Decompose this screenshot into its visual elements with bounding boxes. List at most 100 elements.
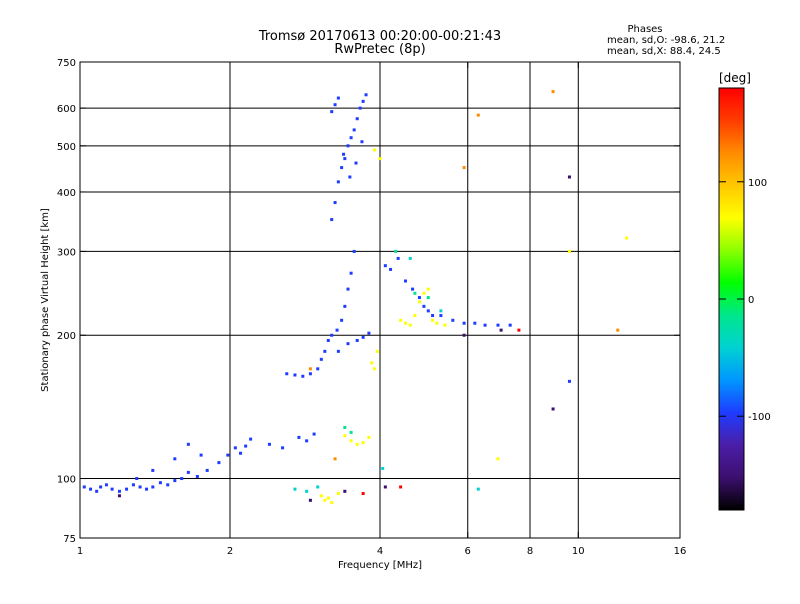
data-point	[166, 483, 170, 487]
data-point	[319, 357, 323, 361]
data-point	[451, 318, 455, 322]
data-point	[476, 113, 480, 117]
colorbar-ticks: 100 0 -100	[719, 178, 771, 423]
data-point	[367, 331, 371, 335]
data-point	[403, 279, 407, 283]
data-point	[233, 446, 237, 450]
data-point	[285, 372, 289, 376]
x-tick-label: 4	[377, 546, 383, 557]
data-point	[383, 485, 387, 489]
data-point	[335, 328, 339, 332]
y-tick-label: 400	[57, 188, 76, 199]
data-point	[308, 367, 312, 371]
data-point	[476, 487, 480, 491]
data-point	[336, 180, 340, 184]
colorbar-tick-label: 0	[748, 295, 754, 306]
y-tick-label: 100	[57, 475, 76, 486]
data-point	[323, 349, 327, 353]
data-point	[378, 157, 382, 161]
data-point	[205, 468, 209, 472]
data-point	[517, 328, 521, 332]
data-point	[226, 453, 230, 457]
data-point	[145, 487, 149, 491]
data-point	[439, 314, 443, 318]
data-point	[417, 300, 421, 304]
data-point	[355, 338, 359, 342]
data-point	[396, 256, 400, 260]
data-point	[343, 434, 347, 438]
phases-header: Phases	[627, 24, 662, 35]
data-point	[117, 489, 121, 493]
data-point	[361, 99, 365, 103]
data-point	[551, 407, 555, 411]
data-point	[352, 128, 356, 132]
colorbar-tick-label: 100	[748, 178, 767, 189]
data-point	[99, 485, 103, 489]
data-point	[499, 328, 503, 332]
y-tick-label: 600	[57, 104, 76, 115]
x-tick-label: 6	[465, 546, 471, 557]
data-point	[616, 328, 620, 332]
data-point	[462, 333, 466, 337]
data-point	[340, 166, 344, 170]
data-point	[567, 379, 571, 383]
data-point	[413, 314, 417, 318]
data-point	[426, 296, 430, 300]
data-point	[361, 441, 365, 445]
data-point	[151, 468, 155, 472]
data-point	[435, 321, 439, 325]
data-point	[567, 249, 571, 253]
data-point	[349, 439, 353, 443]
data-point	[349, 430, 353, 434]
data-point	[343, 304, 347, 308]
data-point	[373, 367, 377, 371]
data-point	[82, 485, 86, 489]
colorbar: [deg] 100 0 -100	[718, 71, 771, 511]
gridlines	[80, 62, 680, 538]
axis-ticks: 1 2 4 6 8 10 16 75 100 200 300 400 500 600 750	[57, 58, 686, 557]
data-point	[508, 323, 512, 327]
data-point	[131, 483, 135, 487]
data-point	[403, 321, 407, 325]
data-point	[462, 321, 466, 325]
data-point	[361, 335, 365, 339]
data-point	[330, 333, 334, 337]
data-point	[625, 236, 629, 240]
data-point	[297, 435, 301, 439]
data-point	[301, 374, 305, 378]
data-point	[316, 485, 320, 489]
data-point	[281, 446, 285, 450]
data-point	[348, 175, 352, 179]
chart-title: Tromsø 20170613 00:20:00-00:21:43	[258, 29, 501, 44]
x-axis-label: Frequency [MHz]	[338, 560, 422, 571]
data-point	[151, 485, 155, 489]
data-point	[308, 372, 312, 376]
data-point	[316, 367, 320, 371]
colorbar-label: [deg]	[719, 71, 751, 85]
data-point	[381, 466, 385, 470]
y-tick-label: 500	[57, 142, 76, 153]
data-point	[117, 494, 121, 498]
data-point	[173, 457, 177, 461]
x-tick-label: 16	[674, 546, 687, 557]
y-tick-label: 750	[57, 58, 76, 69]
x-tick-label: 1	[77, 546, 83, 557]
data-point	[326, 338, 330, 342]
chart-subtitle: RwPretec (8p)	[334, 42, 425, 57]
data-point	[426, 309, 430, 313]
data-point	[439, 309, 443, 313]
data-point	[330, 501, 334, 505]
data-point	[411, 287, 415, 291]
data-point	[217, 461, 221, 465]
data-point	[138, 485, 142, 489]
data-point	[422, 291, 426, 295]
data-point	[125, 487, 129, 491]
data-point	[358, 106, 362, 110]
data-point	[95, 489, 99, 493]
data-point	[408, 256, 412, 260]
colorbar-tick-label: -100	[748, 412, 771, 423]
data-point	[267, 442, 271, 446]
data-point	[330, 110, 334, 114]
data-point	[551, 90, 555, 94]
data-point	[483, 323, 487, 327]
